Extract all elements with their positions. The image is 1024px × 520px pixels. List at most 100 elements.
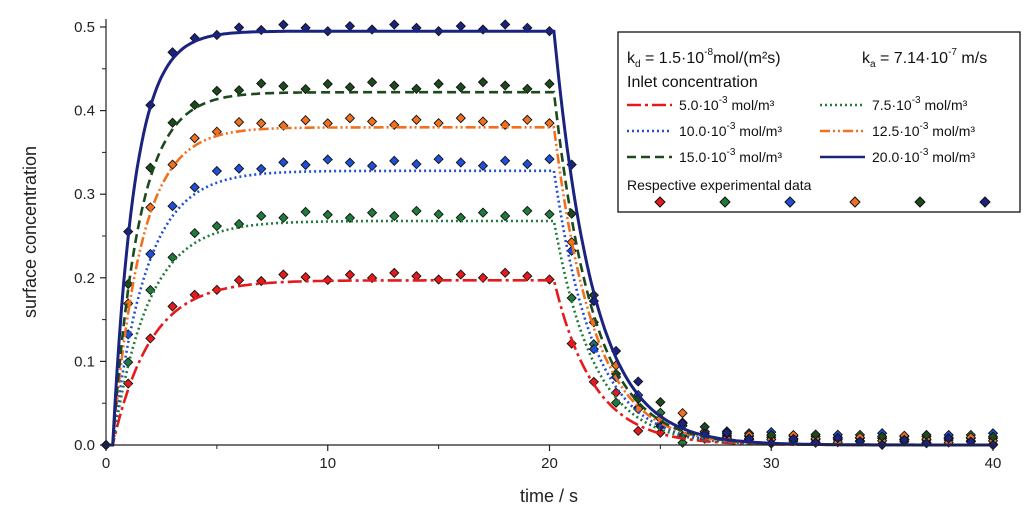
experimental-point (522, 114, 533, 125)
experimental-point (455, 269, 466, 280)
experimental-point (256, 163, 267, 175)
experimental-point (300, 115, 311, 126)
model-line-1 (106, 279, 993, 447)
experimental-point (477, 160, 489, 171)
experimental-point (433, 78, 444, 89)
experimental-point (411, 158, 422, 170)
experimental-point (655, 396, 666, 408)
experimental-point (189, 99, 200, 111)
experimental-point (256, 78, 267, 89)
experimental-point (389, 155, 400, 166)
legend-experimental-label: Respective experimental data (627, 177, 812, 193)
legend-box (617, 31, 1021, 213)
legend-marker-4 (849, 196, 861, 208)
experimental-point (300, 206, 311, 218)
experimental-point (411, 83, 422, 95)
experimental-point (389, 267, 400, 279)
experimental-point (633, 403, 644, 415)
experimental-point (167, 117, 178, 128)
legend-marker-1 (654, 196, 666, 208)
x-tick-label: 30 (763, 455, 780, 472)
experimental-point (233, 22, 245, 33)
legend-marker-3 (784, 196, 796, 208)
legend-label-4: 12.5·10-3 mol/m³ (872, 121, 975, 139)
experimental-point (189, 133, 200, 144)
y-tick-label: 0.3 (74, 186, 95, 203)
legend-label-6: 20.0·10-3 mol/m³ (872, 147, 975, 165)
experimental-point (344, 82, 356, 93)
experimental-point (145, 284, 156, 296)
experimental-point (145, 248, 156, 260)
legend-label-2: 7.5·10-3 mol/m³ (872, 95, 968, 113)
experimental-point (389, 80, 400, 91)
experimental-point (167, 200, 178, 212)
experimental-point (522, 83, 533, 95)
experimental-point (455, 157, 466, 168)
experimental-point (544, 153, 555, 165)
experimental-point (943, 433, 954, 444)
experimental-point (411, 205, 422, 217)
x-tick-label: 40 (985, 455, 1002, 472)
experimental-point (278, 269, 289, 280)
legend-kd-param: kd = 1.5·10-8mol/(m²s) (627, 47, 781, 70)
experimental-point (278, 212, 289, 223)
experimental-point (366, 160, 378, 172)
y-tick-label: 0.4 (74, 103, 95, 120)
experimental-point (256, 210, 267, 222)
experimental-point (455, 112, 466, 124)
experimental-point (233, 85, 245, 96)
experimental-point (366, 116, 378, 127)
experimental-point (522, 270, 533, 282)
experimental-point (344, 113, 356, 124)
experimental-point (211, 221, 223, 232)
model-line-3 (106, 169, 993, 447)
experimental-point (344, 269, 356, 280)
legend-marker-5 (914, 196, 926, 208)
experimental-point (677, 407, 688, 419)
experimental-point (366, 77, 378, 88)
experimental-point (233, 275, 245, 286)
experimental-point (233, 163, 245, 174)
experimental-point (544, 78, 555, 89)
experimental-point (477, 207, 489, 218)
legend-entries: 5.0·10-3 mol/m³ 7.5·10-3 mol/m³ 10.0·10-3 … (627, 95, 975, 165)
experimental-point (633, 376, 644, 387)
x-tick-label: 10 (319, 455, 336, 472)
experimental-point (167, 301, 178, 312)
experimental-point (477, 116, 489, 127)
experimental-point (721, 427, 733, 439)
experimental-point (233, 116, 245, 128)
y-tick-label: 0.0 (74, 437, 95, 454)
legend-marker-2 (719, 196, 731, 208)
model-line-2 (106, 219, 993, 447)
legend-markers (654, 196, 991, 208)
experimental-point (189, 182, 200, 193)
y-tick-label: 0.2 (74, 270, 95, 287)
experimental-point (233, 218, 245, 230)
experimental-point (500, 155, 511, 166)
x-tick-label: 20 (541, 455, 558, 472)
experimental-point (344, 21, 356, 32)
experimental-point (366, 272, 378, 284)
x-axis-label: time / s (520, 486, 578, 506)
experimental-point (522, 205, 533, 217)
experimental-point (322, 274, 333, 286)
legend-label-3: 10.0·10-3 mol/m³ (679, 121, 782, 139)
y-tick-label: 0.5 (74, 19, 95, 36)
experimental-point (322, 154, 333, 165)
experimental-point (300, 271, 311, 283)
y-tick-label: 0.1 (74, 353, 95, 370)
experimental-point (278, 80, 289, 92)
experimental-point (500, 267, 511, 278)
experimental-point (477, 77, 489, 88)
experimental-point (300, 159, 311, 171)
experimental-point (633, 425, 644, 437)
experimental-series-1 (100, 267, 999, 451)
experimental-point (500, 80, 511, 91)
experimental-point (211, 85, 223, 97)
experimental-point (544, 209, 555, 220)
legend-label-5: 15.0·10-3 mol/m³ (679, 147, 782, 165)
experimental-series-2 (100, 205, 999, 451)
experimental-point (566, 338, 577, 349)
